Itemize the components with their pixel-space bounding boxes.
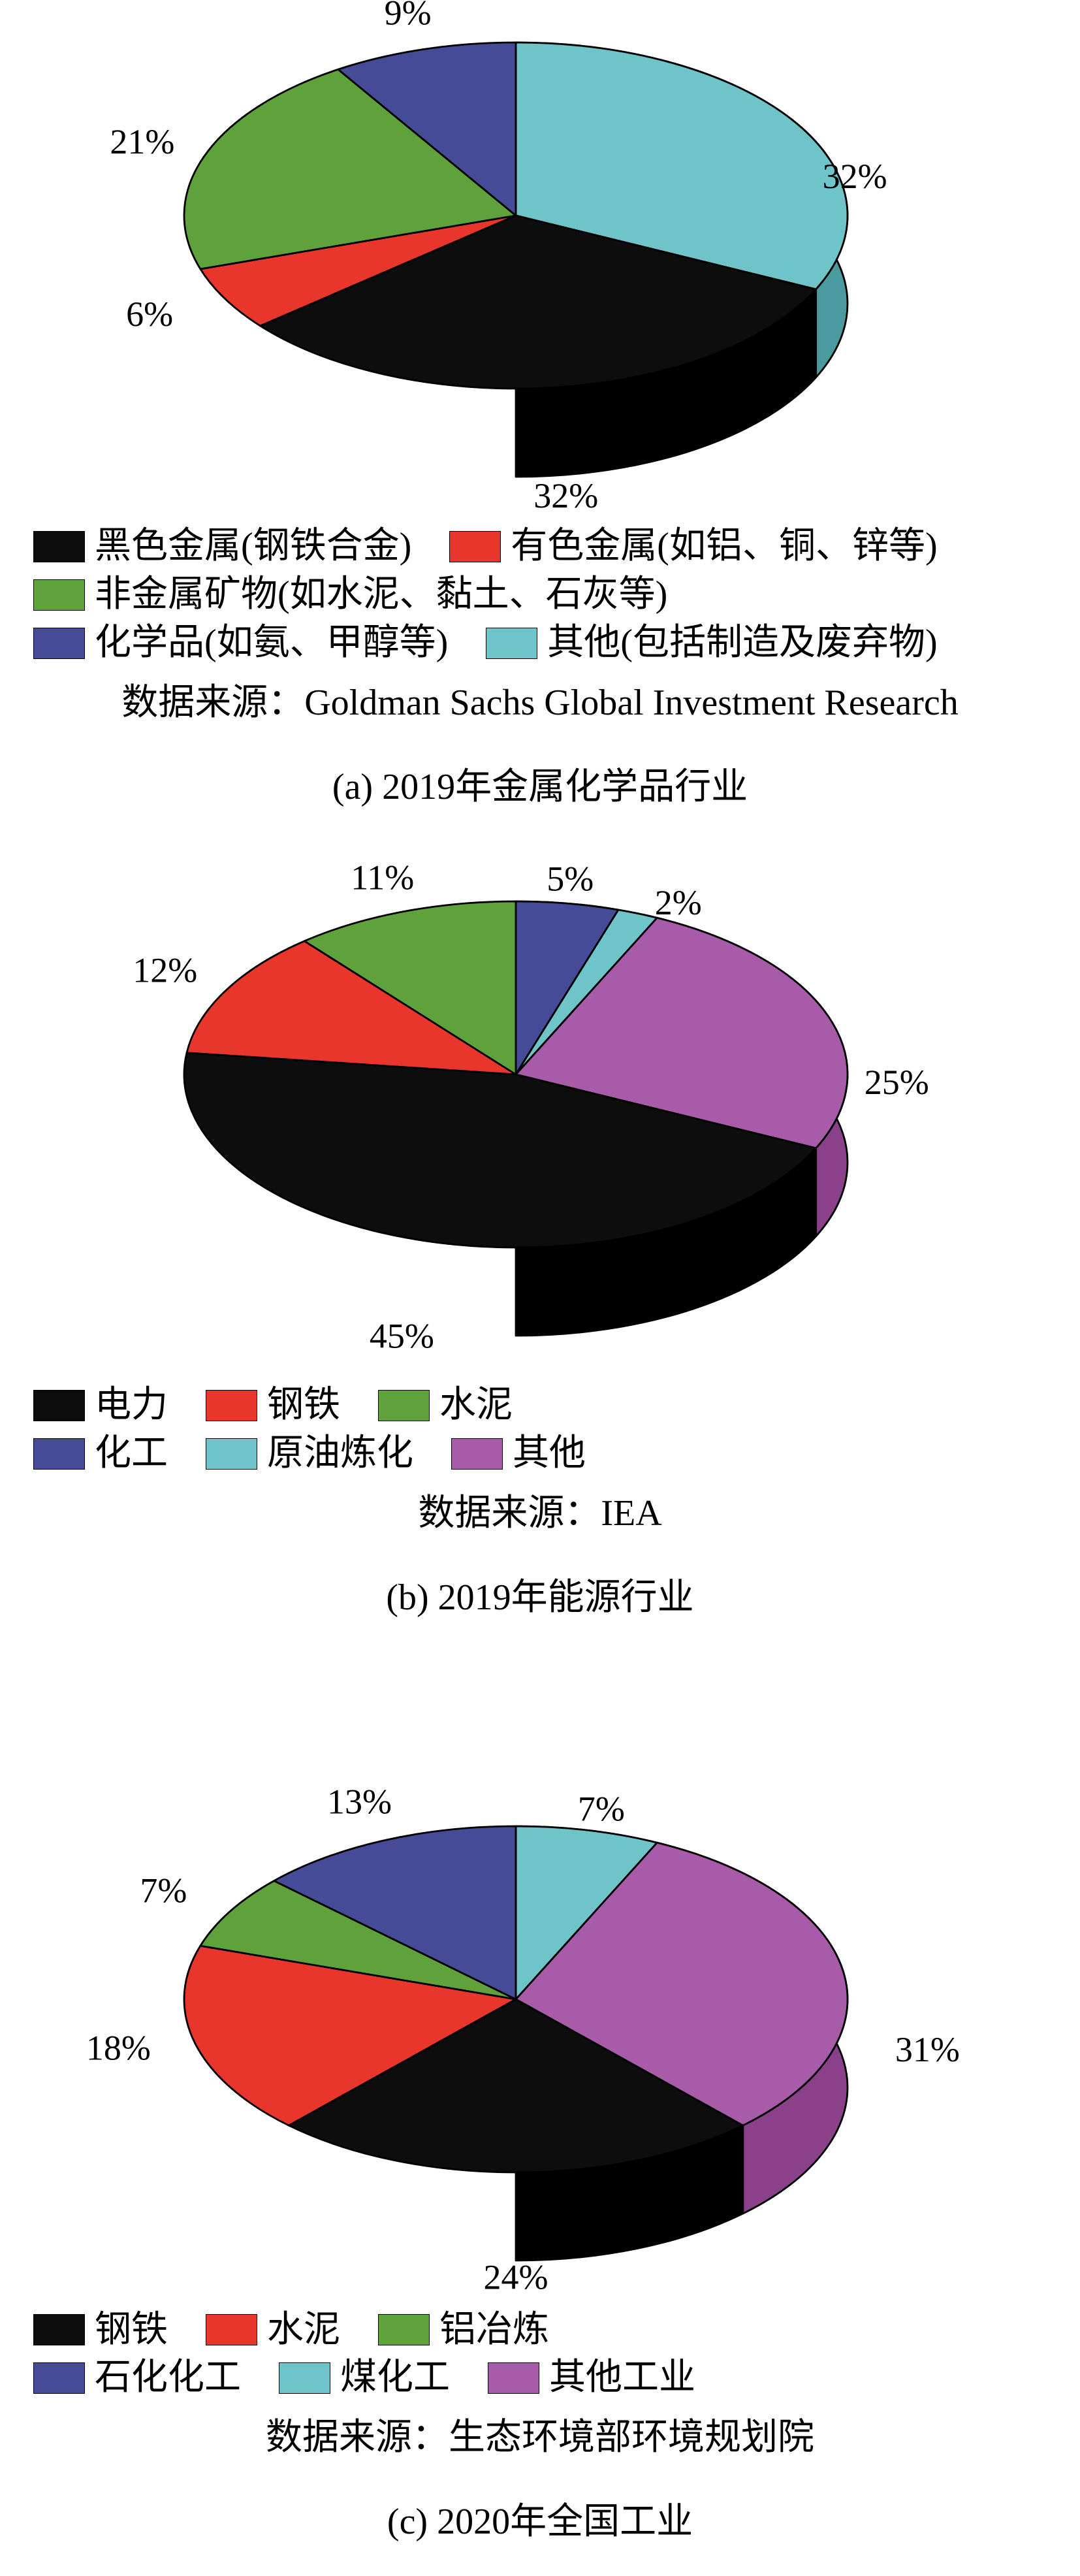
svg-text:24%: 24% — [484, 2257, 548, 2296]
svg-text:7%: 7% — [578, 1789, 625, 1828]
svg-text:12%: 12% — [133, 950, 197, 990]
svg-text:6%: 6% — [126, 295, 173, 334]
svg-text:18%: 18% — [86, 2028, 151, 2067]
svg-text:9%: 9% — [385, 0, 432, 32]
svg-text:32%: 32% — [533, 476, 598, 515]
svg-text:25%: 25% — [865, 1063, 929, 1102]
svg-text:31%: 31% — [895, 2030, 960, 2069]
svg-text:13%: 13% — [327, 1784, 392, 1822]
svg-text:11%: 11% — [351, 859, 414, 897]
svg-text:2%: 2% — [655, 883, 702, 922]
svg-text:21%: 21% — [110, 122, 174, 161]
svg-text:5%: 5% — [547, 859, 594, 898]
svg-text:7%: 7% — [140, 1871, 187, 1910]
svg-text:32%: 32% — [823, 157, 887, 196]
svg-text:45%: 45% — [370, 1316, 434, 1355]
